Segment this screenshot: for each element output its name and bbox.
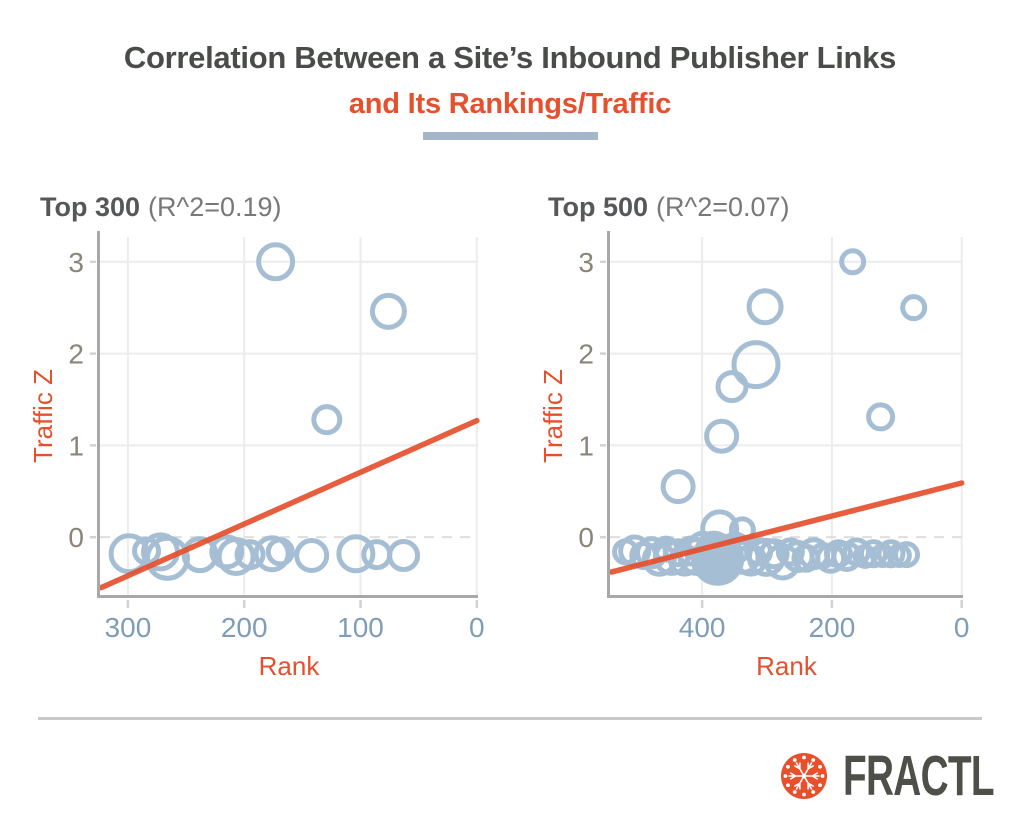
panel-title-rsquared: (R^2=0.19) — [148, 192, 282, 222]
footer-divider — [38, 717, 982, 720]
svg-text:2: 2 — [68, 339, 84, 370]
page-subtitle: and Its Rankings/Traffic — [348, 88, 672, 120]
svg-text:100: 100 — [337, 612, 384, 643]
svg-text:Rank: Rank — [259, 651, 321, 681]
scatter-plot-top-300: 300 200 100 0 0 1 2 3 Rank Traffic Z — [28, 231, 485, 681]
panel-title-top-300: Top 300 (R^2=0.19) — [40, 192, 282, 223]
page-title: Correlation Between a Site’s Inbound Pub… — [123, 40, 897, 75]
panel-title-rsquared: (R^2=0.07) — [656, 192, 790, 222]
svg-text:0: 0 — [954, 612, 970, 643]
subtitle-underline — [423, 132, 598, 140]
svg-text:200: 200 — [809, 612, 856, 643]
svg-text:Traffic Z: Traffic Z — [538, 369, 568, 463]
svg-text:300: 300 — [105, 612, 152, 643]
svg-text:1: 1 — [68, 430, 84, 461]
svg-text:3: 3 — [578, 247, 594, 278]
panel-title-top-500: Top 500 (R^2=0.07) — [548, 192, 790, 223]
svg-text:0: 0 — [68, 522, 84, 553]
svg-text:2: 2 — [578, 339, 594, 370]
svg-text:0: 0 — [469, 612, 485, 643]
fractl-snowflake-icon — [781, 753, 827, 799]
svg-text:400: 400 — [679, 612, 726, 643]
panel-title-bold: Top 500 — [548, 192, 649, 222]
scatter-plot-top-500: 400 200 0 0 1 2 3 Rank Traffic Z — [538, 231, 970, 681]
brand-name: FRACTL — [843, 744, 995, 808]
panel-title-bold: Top 300 — [40, 192, 141, 222]
svg-text:Rank: Rank — [756, 651, 818, 681]
svg-text:200: 200 — [221, 612, 268, 643]
svg-text:1: 1 — [578, 430, 594, 461]
svg-text:Traffic Z: Traffic Z — [28, 369, 58, 463]
svg-text:0: 0 — [578, 522, 594, 553]
svg-text:3: 3 — [68, 247, 84, 278]
